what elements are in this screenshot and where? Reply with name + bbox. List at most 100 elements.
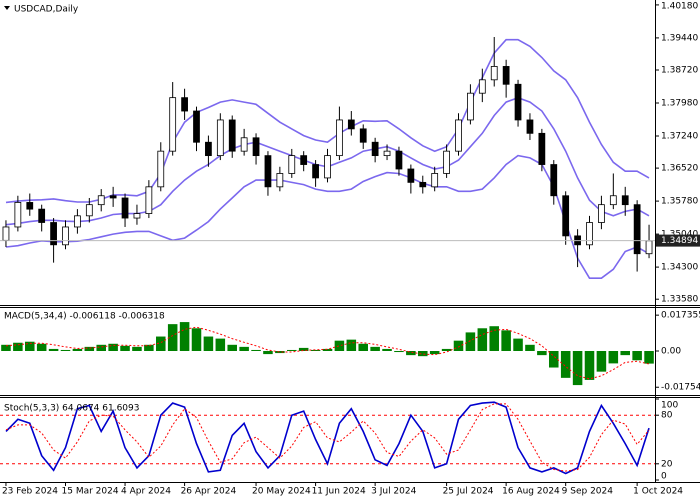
macd-bar (167, 324, 178, 351)
macd-bar (477, 328, 488, 351)
macd-bar (215, 338, 226, 351)
macd-bar (275, 351, 285, 354)
macd-bar (465, 332, 476, 351)
macd-bar (489, 326, 499, 351)
macd-bar (370, 346, 380, 351)
x-tick-label: 9 Sep 2024 (562, 487, 614, 497)
macd-bar (501, 330, 511, 351)
x-tick-label: 11 Jun 2024 (312, 487, 366, 497)
macd-bar (144, 344, 154, 351)
macd-bar (48, 348, 59, 351)
candle-body (645, 240, 653, 255)
macd-bar (513, 338, 523, 351)
macd-bar (346, 339, 357, 351)
candle-body (383, 150, 391, 157)
candle-body (562, 195, 570, 237)
y-tick-label: 100 (661, 401, 678, 411)
candle-body (109, 195, 117, 199)
candle-body (324, 155, 331, 179)
candle-body (359, 128, 367, 143)
candle-body (26, 202, 34, 210)
candle-body (598, 204, 605, 223)
y-tick-label: 1.34300 (661, 263, 698, 273)
x-tick-label: 3 Jul 2024 (371, 487, 416, 497)
y-tick-label: 20 (661, 459, 673, 469)
last-price-label: 1.34894 (661, 236, 698, 246)
candle-body (14, 202, 22, 228)
macd-bar (584, 351, 595, 380)
candle-body (371, 141, 379, 157)
candle-body (264, 155, 272, 188)
macd-bar (418, 351, 428, 357)
candle-body (121, 197, 129, 219)
macd-bar (322, 348, 333, 351)
candle-body (193, 110, 200, 143)
candle-body (407, 168, 415, 183)
y-tick-label: 1.38720 (661, 66, 698, 76)
candle-body (74, 215, 81, 228)
candle-body (205, 141, 212, 157)
x-tick-label: 15 Mar 2024 (62, 487, 119, 497)
candle-body (300, 155, 308, 165)
macd-bar (25, 341, 35, 351)
x-tick-label: 1 Oct 2024 (633, 487, 683, 497)
menu-triangle (4, 6, 10, 10)
candle-body (169, 97, 177, 152)
macd-bar (441, 348, 452, 351)
x-tick-label: 16 Aug 2024 (502, 487, 560, 497)
candle-body (609, 195, 617, 206)
macd-bar (156, 336, 166, 351)
macd-bar (298, 347, 309, 351)
macd-bar (84, 346, 95, 351)
macd-bar (334, 340, 345, 351)
macd-bar (72, 348, 83, 351)
macd-bar (60, 349, 71, 351)
x-tick-label: 23 Feb 2024 (2, 487, 58, 497)
macd-bar (13, 342, 23, 351)
candle-body (395, 150, 403, 170)
candle-body (228, 119, 236, 152)
macd-bar (132, 346, 142, 351)
y-tick-label: 1.40180 (661, 2, 698, 12)
y-tick-label: 0.017355 (661, 311, 700, 321)
candle-body (133, 213, 141, 219)
macd-bar (632, 351, 642, 361)
panel-title: MACD(5,34,4) -0.006118 -0.006318 (4, 312, 165, 322)
candle-body (633, 204, 641, 255)
candle-body (586, 222, 593, 246)
y-tick-label: 0.00 (661, 347, 681, 357)
x-tick-label: 26 Apr 2024 (181, 487, 237, 497)
macd-bar (406, 351, 416, 356)
macd-bar (525, 344, 535, 351)
candle-body (85, 204, 93, 217)
candle-body (181, 97, 188, 112)
macd-bar (120, 345, 130, 351)
macd-bar (537, 351, 547, 356)
stoch-k (5, 401, 650, 475)
candle-body (240, 137, 248, 152)
candle-body (490, 66, 498, 81)
macd-bar (108, 343, 118, 351)
macd-bar (287, 349, 297, 351)
candle-body (526, 119, 534, 134)
panel-title: Stoch(5,3,3) 64.0674 61.6093 (4, 404, 139, 414)
y-tick-label: 1.35780 (661, 197, 698, 207)
candle-body (431, 173, 439, 188)
last-price-box (656, 234, 700, 247)
x-tick-label: 25 Jul 2024 (443, 487, 494, 497)
candle-body (467, 92, 474, 121)
candle-body (621, 195, 629, 206)
candle-body (478, 79, 486, 94)
candle-body (62, 226, 69, 246)
macd-bar (251, 349, 261, 351)
x-tick-label: 20 May 2024 (252, 487, 311, 497)
y-tick-label: 0 (661, 472, 667, 482)
macd-bar (203, 336, 214, 351)
candle-body (538, 132, 546, 165)
macd-bar (36, 343, 47, 351)
macd-bar (596, 351, 607, 372)
candle-body (312, 164, 319, 179)
macd-bar (179, 322, 190, 351)
candle-body (336, 119, 343, 157)
